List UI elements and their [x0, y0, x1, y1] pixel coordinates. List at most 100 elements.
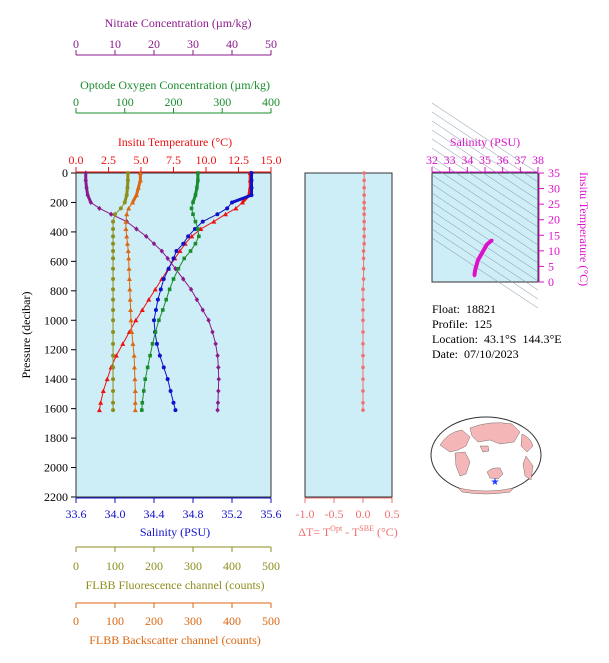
temperature-tick-label: 15.0: [261, 153, 282, 167]
profile-number: 125: [474, 317, 492, 331]
salinity-point: [152, 318, 156, 323]
delta-t-point: [361, 342, 365, 346]
delta-t-point: [362, 178, 366, 183]
ts-point: [473, 271, 477, 275]
ts-y-tick-label: 5: [548, 259, 554, 273]
salinity-tick-label: 34.8: [183, 507, 204, 521]
pressure-tick-label: 2200: [44, 490, 68, 504]
nitrate-point: [188, 286, 194, 292]
fluorescence-point: [111, 318, 116, 323]
delta-t-panel-background: [304, 172, 393, 498]
temperature-point: [189, 233, 195, 239]
fluorescence-point: [111, 388, 116, 393]
oxygen-point: [167, 287, 172, 292]
fluorescence-series: [111, 171, 130, 413]
delta-t-point: [362, 200, 366, 205]
salinity-point: [230, 200, 234, 205]
density-contour: [431, 201, 539, 273]
nitrate-point: [216, 364, 221, 370]
ts-point: [478, 255, 482, 259]
backscatter-point: [130, 199, 136, 205]
density-contour: [431, 183, 539, 255]
backscatter-point: [130, 341, 136, 346]
backscatter-point: [126, 205, 132, 211]
oxygen-point: [193, 193, 198, 197]
fluorescence-tick-label: 200: [145, 559, 163, 573]
salinity-point: [161, 277, 166, 282]
nitrate-point: [215, 400, 221, 406]
temperature-axis-label: Insitu Temperature (°C): [118, 135, 232, 149]
backscatter-point: [126, 255, 132, 261]
float-id: 18821: [466, 302, 497, 316]
fluorescence-point: [111, 353, 116, 358]
ts-x-tick-label: 33: [444, 153, 456, 167]
float-location-marker: ★: [491, 477, 500, 488]
nitrate-point: [159, 248, 164, 254]
nitrate-point: [88, 199, 94, 206]
density-contour: [431, 192, 539, 264]
backscatter-point: [126, 276, 132, 282]
fluorescence-point: [125, 178, 130, 183]
ts-point: [483, 246, 487, 250]
fluorescence-point: [111, 307, 116, 312]
backscatter-tick-label: 300: [184, 614, 202, 628]
backscatter-point: [124, 211, 130, 217]
temperature-point: [177, 248, 183, 254]
temperature-point: [211, 219, 217, 224]
nitrate-point: [206, 317, 211, 323]
backscatter-point: [131, 353, 137, 358]
nitrate-point: [134, 226, 139, 232]
nitrate-axis: Nitrate Concentration (µm/kg) 0 10 20 30 40 5…: [73, 16, 277, 56]
delta-t-point: [362, 241, 366, 246]
fluorescence-point: [111, 266, 116, 271]
date-row: Date: 07/10/2023: [432, 347, 519, 361]
nitrate-point: [181, 276, 186, 282]
pressure-tick-label: 1000: [44, 313, 68, 327]
backscatter-point: [135, 185, 141, 190]
backscatter-point: [132, 364, 137, 370]
temperature-tick-label: 5.0: [134, 153, 149, 167]
oxygen-point: [140, 408, 144, 412]
pressure-tick-label: 400: [50, 225, 68, 239]
salinity-point: [168, 388, 173, 393]
oxygen-point: [193, 241, 198, 246]
nitrate-point: [151, 241, 157, 247]
oxygen-point: [164, 297, 168, 302]
delta-t-point: [361, 297, 365, 302]
nitrate-tick-label: 40: [226, 37, 238, 51]
salinity-point: [157, 353, 162, 358]
oxygen-point: [150, 342, 155, 346]
date-value: 07/10/2023: [464, 347, 519, 361]
delta-t-point: [361, 318, 365, 323]
oxygen-tick-label: 100: [116, 95, 134, 109]
oxygen-point: [171, 277, 176, 281]
delta-t-point: [361, 389, 365, 393]
oxygen-point: [148, 353, 152, 358]
salinity-point: [215, 212, 220, 217]
main-panel-background: [75, 172, 272, 498]
temperature-tick-label: 12.5: [228, 153, 249, 167]
backscatter-tick-label: 500: [262, 614, 280, 628]
delta-t-tick-label: 0.5: [385, 507, 400, 521]
nitrate-tick-label: 10: [109, 37, 121, 51]
backscatter-tick-label: 200: [145, 614, 163, 628]
backscatter-point: [124, 241, 130, 246]
density-contour: [431, 111, 539, 183]
salinity-tick-label: 35.6: [261, 507, 282, 521]
delta-t-point: [362, 171, 366, 175]
nitrate-point: [173, 266, 178, 272]
float-row: Float: 18821: [432, 302, 497, 316]
fluorescence-point: [113, 212, 117, 217]
salinity-point: [249, 178, 254, 183]
fluorescence-point: [111, 226, 116, 231]
delta-t-point: [361, 377, 365, 381]
oxygen-point: [141, 389, 146, 393]
backscatter-axis: 0 100 200 300 400 500 FLBB Backscatter channe…: [73, 602, 280, 647]
salinity-point: [165, 377, 170, 382]
delta-t-point: [362, 185, 366, 190]
fluorescence-point: [111, 400, 116, 405]
oxygen-point: [196, 178, 200, 183]
salinity-point: [154, 341, 159, 346]
salinity-point: [192, 226, 197, 231]
